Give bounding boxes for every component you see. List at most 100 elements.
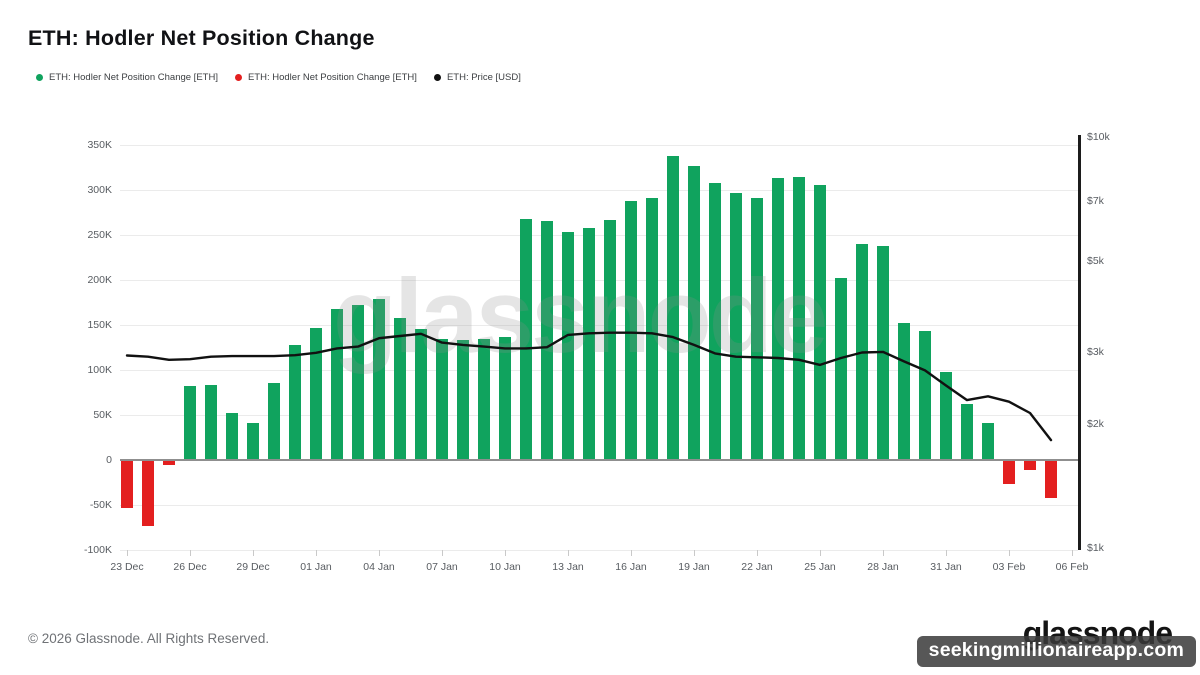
x-axis-label: 29 Dec <box>236 561 270 573</box>
bar-15-jan[interactable] <box>603 219 617 460</box>
x-axis-tick <box>316 550 317 556</box>
bar-02-feb[interactable] <box>981 423 995 460</box>
gridline-350K <box>120 145 1078 146</box>
gridline--50K <box>120 505 1078 506</box>
bar-11-jan[interactable] <box>519 218 533 460</box>
y-axis-label-right: $2k <box>1087 418 1104 431</box>
black-dot-icon <box>433 74 441 81</box>
bar-09-jan[interactable] <box>477 338 491 460</box>
bar-14-jan[interactable] <box>582 227 596 460</box>
x-axis-label: 16 Jan <box>615 561 647 573</box>
legend-item-price[interactable]: ETH: Price [USD] <box>433 72 521 83</box>
bar-18-jan[interactable] <box>666 155 680 460</box>
bar-05-jan[interactable] <box>393 317 407 460</box>
bar-06-jan[interactable] <box>414 328 428 460</box>
bar-07-jan[interactable] <box>435 338 449 460</box>
bar-01-feb[interactable] <box>960 404 974 460</box>
bar-29-dec[interactable] <box>246 423 260 460</box>
bar-28-jan[interactable] <box>876 245 890 460</box>
bar-31-dec[interactable] <box>288 344 302 460</box>
y-axis-label-left: 300K <box>87 184 112 196</box>
x-axis-label: 19 Jan <box>678 561 710 573</box>
x-axis-label: 07 Jan <box>426 561 458 573</box>
y-axis-label-left: 0 <box>106 454 112 466</box>
x-axis-tick <box>1072 550 1073 556</box>
legend-item-hodler-positive[interactable]: ETH: Hodler Net Position Change [ETH] <box>36 72 218 83</box>
x-axis-tick <box>694 550 695 556</box>
x-axis-label: 26 Dec <box>173 561 207 573</box>
x-axis-tick <box>631 550 632 556</box>
x-axis-tick <box>379 550 380 556</box>
y-axis-label-left: 50K <box>93 409 112 421</box>
page-title: ETH: Hodler Net Position Change <box>28 26 375 50</box>
gridline-150K <box>120 325 1078 326</box>
legend-item-hodler-negative[interactable]: ETH: Hodler Net Position Change [ETH] <box>234 72 417 83</box>
legend-item-label: ETH: Hodler Net Position Change [ETH] <box>49 72 218 83</box>
bar-27-dec[interactable] <box>204 385 218 460</box>
bar-19-jan[interactable] <box>687 165 701 460</box>
x-axis-label: 03 Feb <box>992 561 1026 573</box>
bar-30-jan[interactable] <box>918 331 932 460</box>
gridline-100K <box>120 370 1078 371</box>
bar-03-feb[interactable] <box>1002 460 1016 485</box>
bar-25-jan[interactable] <box>813 184 827 460</box>
bar-12-jan[interactable] <box>540 220 554 460</box>
y-axis-label-right: $5k <box>1087 254 1104 267</box>
x-axis-label: 13 Jan <box>552 561 584 573</box>
bar-17-jan[interactable] <box>645 198 659 460</box>
y-axis-label-left: 200K <box>87 274 112 286</box>
x-axis-tick <box>568 550 569 556</box>
x-axis-tick <box>442 550 443 556</box>
right-axis-line <box>1078 135 1081 550</box>
bar-25-dec[interactable] <box>162 460 176 466</box>
x-axis-tick <box>505 550 506 556</box>
gridline-200K <box>120 280 1078 281</box>
copyright-text: © 2026 Glassnode. All Rights Reserved. <box>28 631 270 646</box>
gridline-250K <box>120 235 1078 236</box>
x-axis-label: 23 Dec <box>110 561 144 573</box>
zero-baseline <box>120 459 1078 461</box>
y-axis-label-right: $7k <box>1087 194 1104 207</box>
legend: ETH: Hodler Net Position Change [ETH] ET… <box>36 72 521 83</box>
bar-31-jan[interactable] <box>939 371 953 460</box>
bar-13-jan[interactable] <box>561 232 575 460</box>
bar-23-dec[interactable] <box>120 460 134 508</box>
legend-item-label: ETH: Hodler Net Position Change [ETH] <box>247 72 417 83</box>
bar-22-jan[interactable] <box>750 198 764 460</box>
gridline-50K <box>120 415 1078 416</box>
bar-28-dec[interactable] <box>225 413 239 460</box>
bar-30-dec[interactable] <box>267 382 281 460</box>
red-dot-icon <box>234 74 242 81</box>
x-axis-tick <box>883 550 884 556</box>
y-axis-label-left: 350K <box>87 139 112 151</box>
x-axis-tick <box>946 550 947 556</box>
bar-24-jan[interactable] <box>792 177 806 460</box>
bar-26-jan[interactable] <box>834 278 848 460</box>
bar-04-jan[interactable] <box>372 298 386 460</box>
x-axis-tick <box>757 550 758 556</box>
y-axis-label-right: $10k <box>1087 131 1110 143</box>
bar-10-jan[interactable] <box>498 336 512 460</box>
bar-01-jan[interactable] <box>309 327 323 460</box>
bar-29-jan[interactable] <box>897 323 911 460</box>
bar-03-jan[interactable] <box>351 305 365 460</box>
legend-item-label: ETH: Price [USD] <box>446 72 521 83</box>
bar-23-jan[interactable] <box>771 178 785 460</box>
bar-05-feb[interactable] <box>1044 460 1058 498</box>
bar-20-jan[interactable] <box>708 182 722 460</box>
bar-24-dec[interactable] <box>141 460 155 526</box>
y-axis-label-left: -50K <box>89 499 112 511</box>
bar-04-feb[interactable] <box>1023 460 1037 470</box>
x-axis-tick <box>190 550 191 556</box>
bar-27-jan[interactable] <box>855 244 869 460</box>
y-axis-label-left: 100K <box>87 364 112 376</box>
bar-02-jan[interactable] <box>330 308 344 460</box>
bar-08-jan[interactable] <box>456 340 470 460</box>
bar-21-jan[interactable] <box>729 192 743 460</box>
bar-16-jan[interactable] <box>624 200 638 460</box>
bar-26-dec[interactable] <box>183 386 197 460</box>
y-axis-label-right: $1k <box>1087 542 1104 554</box>
